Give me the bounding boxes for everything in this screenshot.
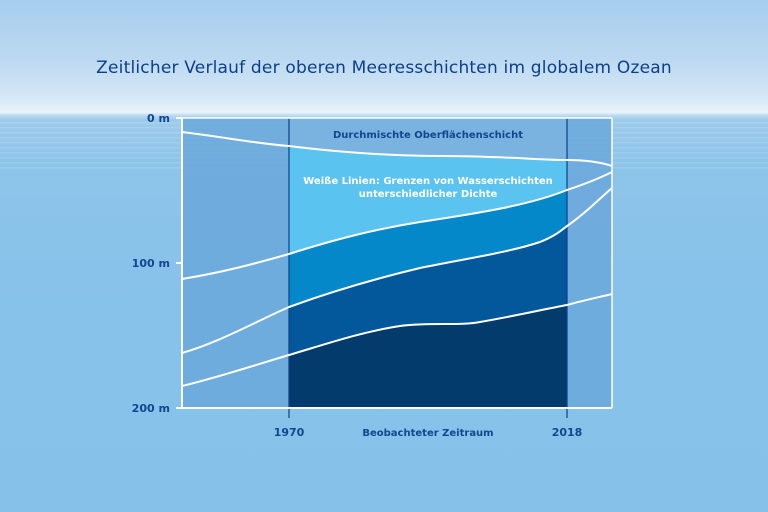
legend-annotation-line1: Weiße Linien: Grenzen von Wasserschichte… [303,176,553,187]
y-tick-label-0: 0 m [147,112,170,125]
density-boundary-lines [181,131,613,387]
mixed-layer-annotation: Durchmischte Oberflächenschicht [333,130,523,141]
layer-4 [289,305,567,408]
observed-period-layers [289,118,567,408]
boundary-line-1 [181,171,613,280]
boundary-line-mixed-layer [181,131,613,167]
x-marker-label-1970: 1970 [274,426,305,439]
x-marker-label-2018: 2018 [552,426,583,439]
boundary-line-2 [181,187,613,354]
y-tick-label-200: 200 m [132,402,170,415]
y-tick-label-100: 100 m [132,257,170,270]
boundary-line-3 [181,293,613,387]
x-period-label: Beobachteter Zeitraum [362,428,493,439]
legend-annotation-line2: unterschiedlicher Dichte [359,189,498,200]
chart-title: Zeitlicher Verlauf der oberen Meeresschi… [96,58,672,78]
